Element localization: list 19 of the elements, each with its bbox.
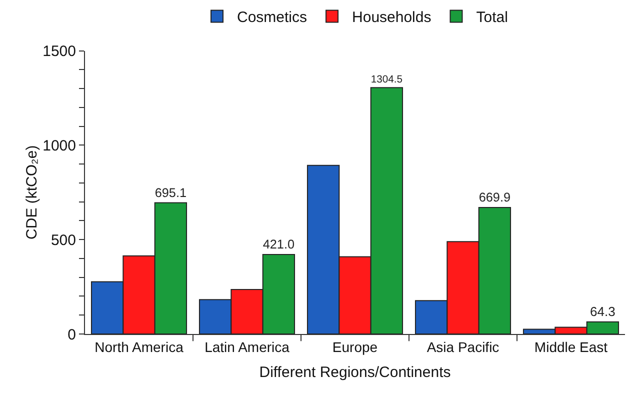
data-label: 695.1: [154, 186, 186, 200]
data-label: 669.9: [478, 190, 510, 205]
y-tick-label: 500: [50, 232, 76, 249]
x-tick-label: Asia Pacific: [426, 338, 500, 355]
y-tick-label: 1000: [42, 137, 76, 154]
x-axis-title: Different Regions/Continents: [259, 364, 451, 381]
legend-label: Households: [352, 9, 432, 26]
x-tick-label: Middle East: [534, 338, 608, 355]
legend-label: Cosmetics: [237, 9, 308, 26]
x-tick-label: North America: [94, 338, 184, 355]
x-tick-label: Latin America: [204, 338, 290, 355]
data-label: 1304.5: [370, 74, 403, 86]
y-tick-label: 0: [68, 326, 76, 344]
y-axis-title: CDE (ktCO₂e): [24, 145, 41, 240]
x-tick-label: Europe: [332, 338, 378, 355]
data-label: 64.3: [590, 304, 616, 319]
data-label: 421.0: [262, 238, 294, 252]
y-tick-label: 1500: [42, 43, 76, 60]
legend-label: Total: [476, 9, 508, 26]
